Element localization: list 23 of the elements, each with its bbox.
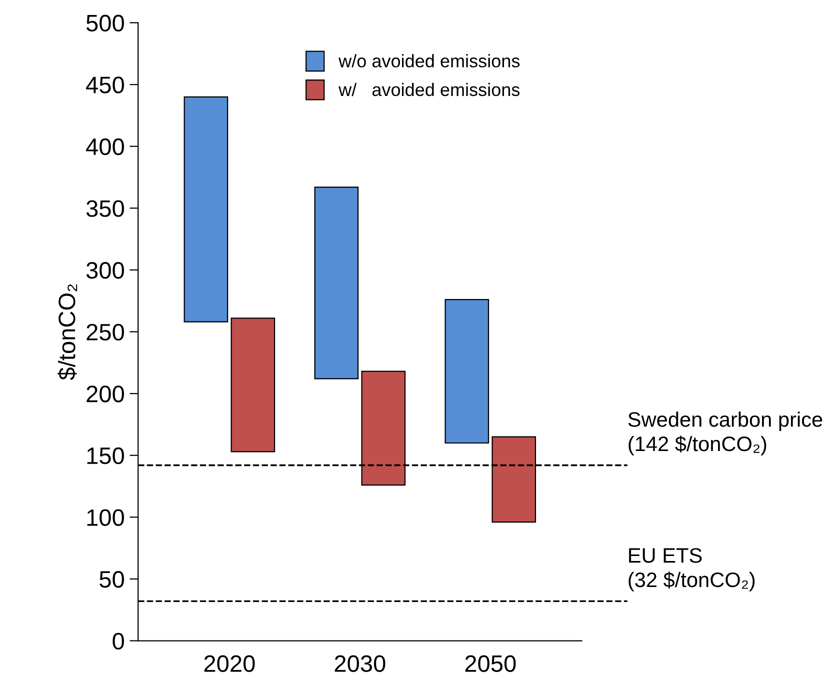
bar [444, 299, 490, 444]
ref-line-label: Sweden carbon price (142 $/tonCO₂) [628, 412, 822, 456]
x-tick-label: 2020 [204, 655, 255, 672]
legend-label: w/o avoided emissions [338, 54, 520, 68]
y-tick-label: 300 [86, 262, 124, 279]
y-axis-title: $/tonCO₂ [58, 284, 78, 380]
y-tick-label: 500 [86, 14, 124, 32]
bar [230, 318, 276, 452]
legend-label: w/ avoided emissions [338, 82, 520, 96]
x-tick-label: 2050 [465, 655, 516, 672]
y-tick-label: 450 [86, 76, 124, 94]
y-tick-label: 100 [87, 509, 124, 526]
y-tick-label: 400 [86, 138, 124, 156]
bar [314, 186, 359, 380]
ref-line-label: EU ETS (32 $/tonCO₂) [628, 548, 755, 592]
y-tick-label: 0 [112, 632, 124, 650]
y-tick-label: 150 [87, 447, 124, 464]
x-tick-label: 2030 [334, 655, 386, 672]
y-tick-label: 200 [86, 386, 124, 402]
y-tick-label: 50 [100, 571, 124, 588]
y-tick-label: 250 [86, 324, 124, 341]
bar [184, 96, 228, 322]
y-tick-label: 350 [86, 200, 124, 217]
